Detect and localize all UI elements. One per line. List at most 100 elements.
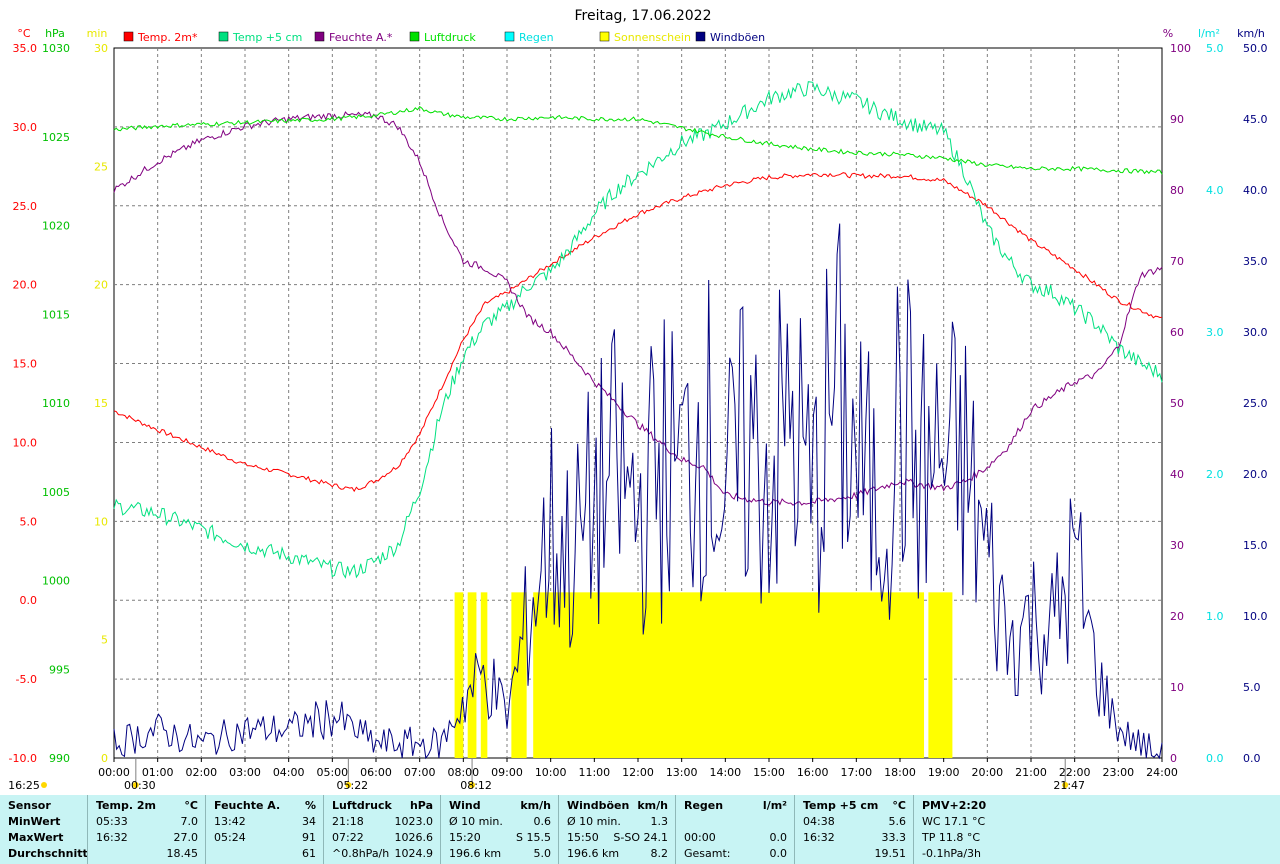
stats-value: 18.45	[166, 847, 199, 860]
series-line-feuchte-a-	[113, 111, 1163, 506]
x-tick-label: 12:00	[622, 766, 654, 779]
sunshine-bar	[454, 592, 464, 758]
sunshine-axis-unit: min	[87, 27, 108, 40]
humidity-axis-tick: 100	[1170, 42, 1191, 55]
stats-column: PMV+2:20 WC 17.1 °C TP 11.8 °C -0.1hPa/3h	[914, 795, 1034, 864]
temp-axis-tick: 15.0	[13, 358, 38, 371]
stats-header: Regen	[684, 799, 724, 812]
series-lines	[113, 81, 1163, 760]
wind-axis-tick: 25.0	[1243, 397, 1268, 410]
weather-chart: Freitag, 17.06.2022 35.0 30.0 25.0 20.0 15.0…	[8, 8, 1268, 792]
event-label: 00:30	[124, 779, 156, 792]
sunshine-axis-tick: 5	[101, 634, 108, 647]
stats-value: 27.0	[173, 831, 199, 844]
stats-value: 1026.6	[394, 831, 434, 844]
sunshine-axis-tick: 0	[101, 752, 108, 765]
stats-divider	[205, 795, 206, 864]
humidity-axis-tick: 20	[1170, 610, 1184, 623]
x-tick-label: 24:00	[1146, 766, 1178, 779]
sunshine-axis-tick: 15	[94, 397, 108, 410]
legend-swatch	[599, 31, 610, 42]
stats-divider	[558, 795, 559, 864]
temp-axis-unit: °C	[17, 27, 31, 40]
x-tick-label: 03:00	[229, 766, 261, 779]
stats-column: Windböen km/h Ø 10 min. 1.3 15:50 S-SO 24.1 19…	[559, 795, 676, 864]
x-tick-label: 05:00	[316, 766, 348, 779]
stats-column: Sensor MinWert MaxWert Durchschnitt	[0, 795, 88, 864]
x-tick-label: 10:00	[535, 766, 567, 779]
stats-unit: °C	[892, 799, 906, 812]
stats-value: 33.3	[881, 831, 907, 844]
x-tick-label: 04:00	[273, 766, 305, 779]
stats-value: 5.0	[533, 847, 552, 860]
temp-axis-tick: 35.0	[13, 42, 38, 55]
stats-unit: %	[304, 799, 316, 812]
stats-time: Ø 10 min.	[567, 815, 621, 828]
stats-time: TP 11.8 °C	[922, 831, 981, 844]
stats-value: 5.6	[888, 815, 907, 828]
legend-label: Sonnenschein	[614, 31, 691, 44]
wind-axis-tick: 50.0	[1243, 42, 1268, 55]
sunshine-bar	[511, 592, 527, 758]
rain-axis-tick: 5.0	[1206, 42, 1224, 55]
humidity-axis-tick: 40	[1170, 468, 1184, 481]
legend-label: Regen	[519, 31, 554, 44]
temp-axis-tick: 5.0	[20, 515, 38, 528]
stats-value: 0.6	[533, 815, 552, 828]
pressure-axis-tick: 1010	[42, 397, 70, 410]
stats-value: 0.0	[769, 831, 788, 844]
humidity-axis-tick: 50	[1170, 397, 1184, 410]
stats-time: 05:33	[96, 815, 128, 828]
sun-icon	[132, 782, 139, 788]
stats-value: 7.0	[180, 815, 199, 828]
humidity-axis-tick: 70	[1170, 255, 1184, 268]
stats-time: 04:38	[803, 815, 835, 828]
x-tick-label: 16:00	[797, 766, 829, 779]
stats-time: 00:00	[684, 831, 716, 844]
x-tick-label: 15:00	[753, 766, 785, 779]
x-tick-label: 13:00	[666, 766, 698, 779]
legend: Temp. 2m* Temp +5 cm Feuchte A.* Luftdruck R…	[123, 31, 765, 44]
legend-swatch	[218, 31, 229, 42]
pressure-axis-tick: 1020	[42, 220, 70, 233]
series-line-windb-en	[113, 223, 1163, 760]
sunshine-bar	[928, 592, 953, 758]
chart-title: Freitag, 17.06.2022	[575, 8, 712, 24]
wind-axis-tick: 20.0	[1243, 468, 1268, 481]
temp-axis-tick: 0.0	[20, 594, 38, 607]
rain-axis-tick: 1.0	[1206, 610, 1224, 623]
stats-row-label: MinWert	[8, 815, 61, 828]
sun-icon	[1062, 782, 1069, 788]
stats-value: S 15.5	[516, 831, 551, 844]
legend-swatch	[504, 31, 515, 42]
x-tick-label: 02:00	[185, 766, 217, 779]
x-tick-label: 19:00	[928, 766, 960, 779]
stats-unit: °C	[184, 799, 198, 812]
wind-axis-tick: 35.0	[1243, 255, 1268, 268]
temp-axis-tick: 25.0	[13, 200, 38, 213]
x-tick-label: 14:00	[709, 766, 741, 779]
stats-time: ^0.8hPa/h	[332, 847, 390, 860]
humidity-axis-tick: 80	[1170, 184, 1184, 197]
sunshine-axis-tick: 20	[94, 279, 108, 292]
wind-axis-tick: 0.0	[1243, 752, 1261, 765]
stats-value: 19.51	[874, 847, 907, 860]
stats-header: PMV+2:20	[922, 799, 987, 812]
stats-value: 91	[302, 831, 316, 844]
wind-axis-unit: km/h	[1237, 27, 1265, 40]
temp-axis-tick: 30.0	[13, 121, 38, 134]
humidity-axis-tick: 90	[1170, 113, 1184, 126]
stats-time: 07:22	[332, 831, 364, 844]
pressure-axis-tick: 1015	[42, 308, 70, 321]
stats-row-label: MaxWert	[8, 831, 64, 844]
stats-divider	[87, 795, 88, 864]
sunshine-axis-tick: 25	[94, 160, 108, 173]
x-tick-label: 23:00	[1102, 766, 1134, 779]
legend-label: Windböen	[710, 31, 765, 44]
stats-time: WC 17.1 °C	[922, 815, 986, 828]
statistics-bar: Sensor MinWert MaxWert Durchschnitt Temp. 2m…	[0, 795, 1280, 864]
stats-value: 1.3	[650, 815, 669, 828]
stats-time: 15:20	[449, 831, 481, 844]
stats-value: 8.2	[650, 847, 669, 860]
legend-swatch	[695, 31, 706, 42]
